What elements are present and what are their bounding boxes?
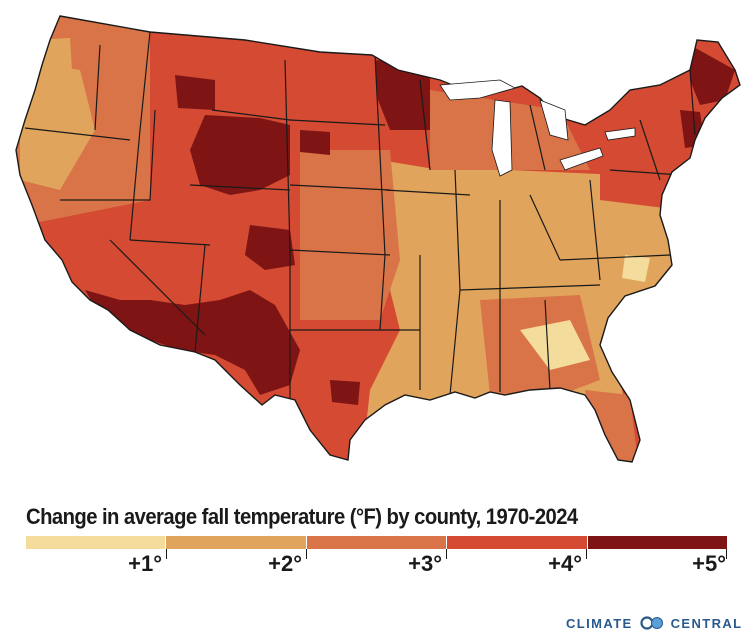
linked-circles-icon [640,616,663,630]
south-dakota-hot-spot [300,130,330,155]
state-boundaries [24,31,696,400]
legend-segment-1 [26,536,167,549]
wyoming-hot-region [190,115,290,195]
legend-label-4: +4° [548,551,582,576]
montana-hot-spot [175,75,215,110]
great-lakes [439,79,636,177]
legend-tick-2 [306,549,307,559]
legend-label-3: +3° [408,551,442,576]
map-fill-regions [16,16,740,462]
oregon-coast-region [20,60,95,190]
lake-superior [439,79,517,101]
lake-michigan [491,99,513,177]
midwest-moderate-region [300,150,400,320]
piedmont-mild-region [520,320,590,370]
legend-tick-1 [166,549,167,559]
minnesota-hot-region [375,60,430,130]
brand-right-text: CENTRAL [670,615,743,631]
lake-erie [559,147,604,171]
colorado-hot-region [245,225,295,270]
southwest-hot-region [85,290,300,395]
climate-central-logo: CLIMATE CENTRAL [566,614,743,632]
lake-huron [539,99,569,141]
legend-tick-3 [446,549,447,559]
lake-ontario [604,127,636,141]
chart-title: Change in average fall temperature (°F) … [26,504,578,529]
legend-segment-3 [306,536,448,549]
legend-segment-5 [587,536,728,549]
brand-left-text: CLIMATE [566,615,633,631]
carolina-mild-region [622,255,650,282]
florida-region [585,390,640,462]
us-county-map [15,15,741,463]
legend-label-2: +2° [268,551,302,576]
legend-label-5: +5° [692,551,726,576]
texas-hot-spot [330,380,360,405]
legend-tick-4 [586,549,587,559]
legend-tick-5 [726,549,727,559]
legend-segment-4 [447,536,588,549]
legend-segment-2 [166,536,307,549]
maine-hot-region [690,45,735,105]
color-legend-bar [26,536,728,549]
legend-label-1: +1° [128,551,162,576]
